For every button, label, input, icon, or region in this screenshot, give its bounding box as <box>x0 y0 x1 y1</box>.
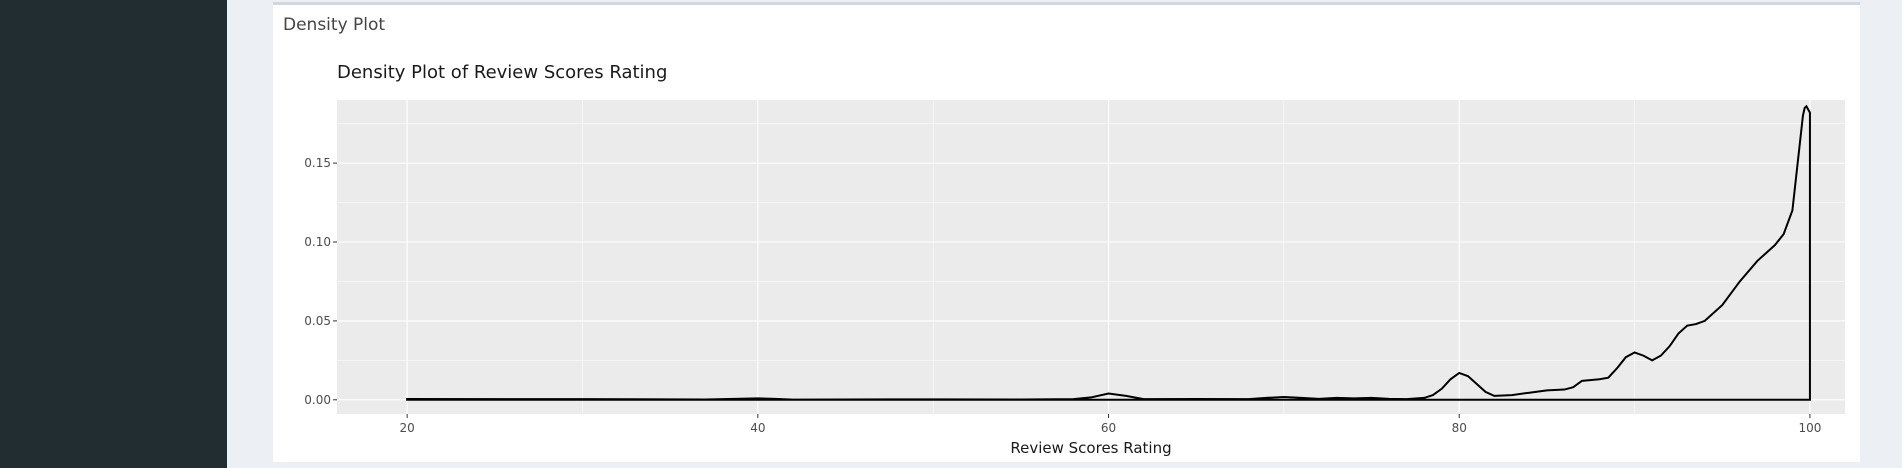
minor-gridlines <box>337 100 1845 414</box>
plot-panel <box>337 100 1845 414</box>
density-chart: Density Plot of Review Scores Rating 0.0… <box>304 62 1845 457</box>
box-title: Density Plot <box>283 15 386 35</box>
y-tick-label: 0.10 <box>304 235 331 249</box>
y-tick-label: 0.00 <box>304 393 331 407</box>
x-axis-title: Review Scores Rating <box>1010 439 1171 457</box>
sidebar <box>0 0 227 468</box>
x-tick-label: 60 <box>1101 421 1116 435</box>
x-axis: 20 40 60 80 100 <box>399 414 1821 435</box>
x-tick-label: 20 <box>399 421 414 435</box>
x-tick-label: 40 <box>750 421 765 435</box>
x-tick-label: 100 <box>1798 421 1821 435</box>
y-tick-label: 0.05 <box>304 314 331 328</box>
plot-title: Density Plot of Review Scores Rating <box>337 62 667 83</box>
main-content: Density Plot Density Plot of Review Scor… <box>227 0 1902 468</box>
y-tick-label: 0.15 <box>304 156 331 170</box>
x-tick-label: 80 <box>1452 421 1467 435</box>
density-curve <box>406 104 1811 401</box>
density-plot-box: Density Plot Density Plot of Review Scor… <box>273 2 1860 462</box>
y-axis: 0.00 0.05 0.10 0.15 <box>304 156 337 407</box>
